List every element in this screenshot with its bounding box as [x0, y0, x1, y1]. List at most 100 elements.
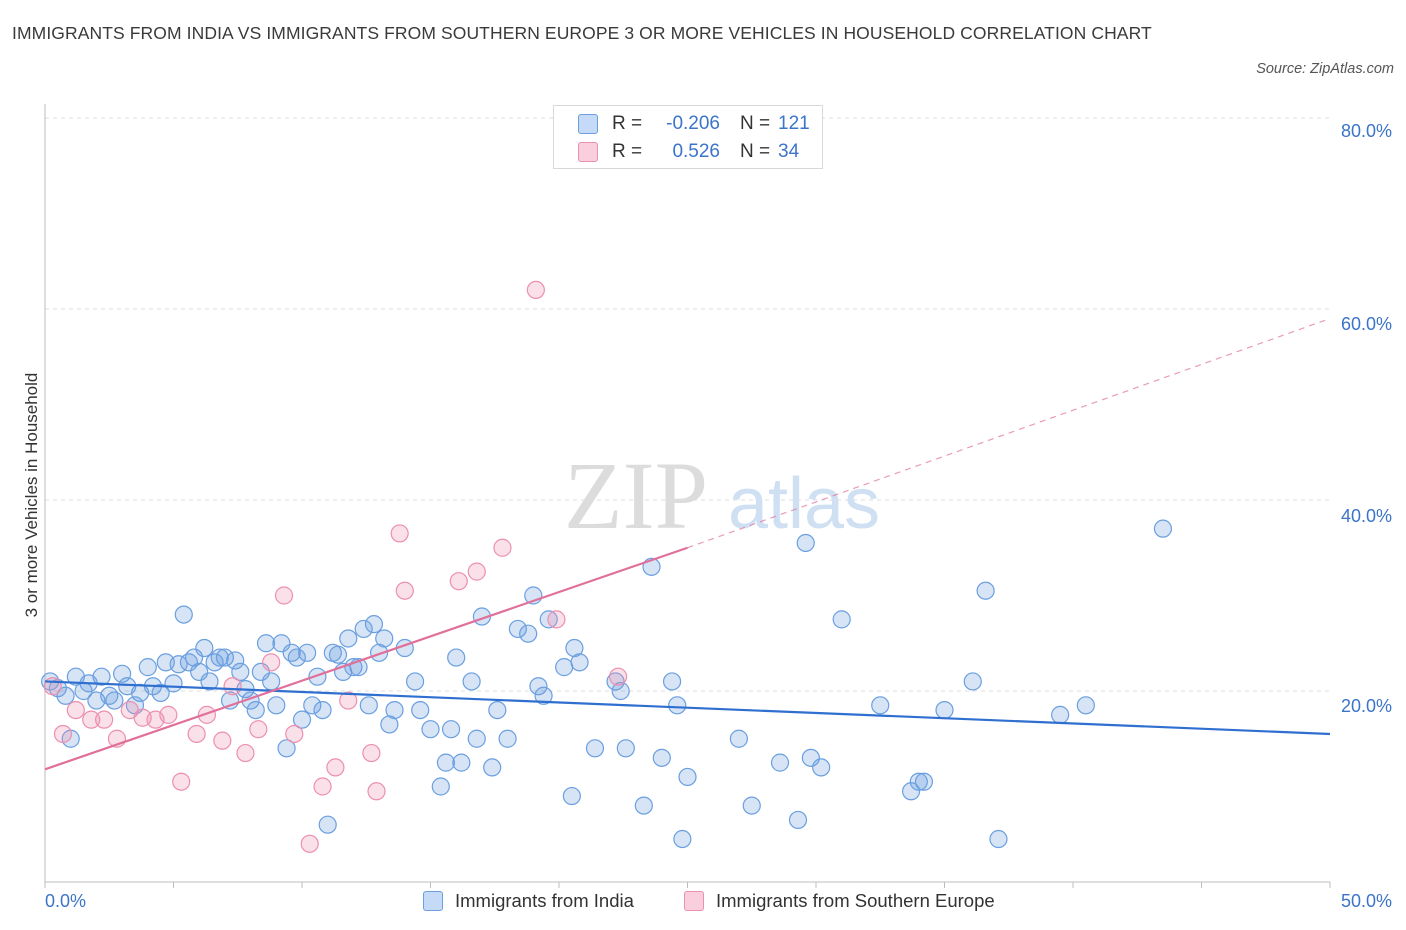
southern-europe-point — [53, 724, 73, 744]
southern-europe-point — [213, 731, 232, 750]
india-point — [788, 810, 808, 830]
india-point — [909, 772, 928, 791]
southern-europe-point — [449, 572, 468, 591]
india-point — [668, 696, 687, 715]
india-point — [611, 681, 630, 701]
india-point — [246, 700, 265, 720]
india-point — [462, 672, 481, 691]
india-point — [226, 651, 245, 670]
southern-europe-point — [66, 700, 85, 720]
india-point — [262, 672, 281, 691]
india-point — [174, 605, 193, 624]
india-point — [634, 796, 653, 815]
india-point — [200, 672, 219, 691]
n-value: 34 — [778, 141, 800, 162]
india-point — [328, 645, 348, 664]
y-tick-label: 80.0% — [1340, 121, 1392, 141]
india-point — [871, 696, 890, 715]
india-point — [539, 610, 558, 629]
india-point — [405, 672, 425, 691]
india-point — [210, 648, 229, 667]
india-point — [1153, 519, 1173, 538]
southern-europe-point — [197, 705, 217, 724]
southern-europe-point — [367, 782, 386, 801]
r-value: -0.206 — [666, 113, 720, 134]
india-point — [555, 658, 574, 677]
southern-europe-point — [609, 667, 628, 686]
correlation-legend: R = -0.206 N = 121 R = 0.526 N = 34 — [553, 105, 823, 169]
india-point — [529, 677, 548, 696]
india-point — [308, 667, 327, 686]
india-point — [298, 643, 317, 662]
india-point — [370, 643, 389, 662]
y-tick-label: 20.0% — [1340, 696, 1392, 716]
india-point — [195, 638, 214, 658]
india-point — [770, 753, 790, 772]
india-point — [138, 658, 157, 677]
india-point — [436, 753, 456, 772]
india-point — [483, 758, 502, 777]
india-point — [375, 629, 394, 648]
series-india-points — [41, 519, 1173, 849]
india-swatch — [423, 891, 443, 911]
legend-label: Immigrants from Southern Europe — [716, 890, 995, 911]
india-point — [901, 782, 921, 801]
southern-europe-point — [390, 524, 409, 543]
r-label: R = — [612, 141, 643, 162]
india-point — [231, 662, 250, 682]
southern-europe-point — [223, 677, 242, 696]
india-point — [935, 700, 954, 720]
y-tick-label: 40.0% — [1340, 506, 1392, 526]
r-label: R = — [612, 113, 643, 134]
india-point — [1051, 705, 1070, 724]
watermark-zip: ZIP — [564, 442, 708, 549]
southern-europe-swatch — [684, 891, 704, 911]
india-point — [441, 720, 461, 739]
series-legend: Immigrants from India Immigrants from So… — [0, 890, 1406, 916]
india-point — [411, 700, 430, 720]
india-point — [989, 829, 1008, 849]
india-point — [729, 729, 749, 748]
india-point — [976, 581, 995, 600]
india-point — [452, 753, 471, 772]
southern-europe-point — [285, 724, 304, 744]
india-point — [498, 729, 517, 748]
india-point — [585, 739, 605, 758]
y-axis-label: 3 or more Vehicles in Household — [22, 372, 41, 618]
india-point — [56, 686, 75, 705]
india-point — [215, 648, 234, 667]
x-tick-label: 50.0% — [1340, 891, 1392, 911]
india-point — [354, 619, 373, 639]
india-point — [359, 696, 378, 715]
southern-europe-trend-line — [44, 546, 688, 771]
india-point — [678, 767, 697, 787]
india-point — [519, 624, 538, 643]
india-point — [508, 619, 527, 639]
india-point — [565, 638, 584, 658]
india-point — [832, 610, 851, 629]
india-point — [151, 683, 170, 703]
watermark-atlas: atlas — [728, 464, 880, 544]
india-point — [662, 672, 682, 691]
india-point — [256, 634, 276, 653]
india-point — [287, 648, 306, 667]
n-label: N = — [740, 113, 771, 134]
india-point — [914, 772, 934, 791]
southern-europe-point — [313, 777, 332, 796]
india-point — [364, 615, 384, 634]
southern-europe-point — [493, 538, 512, 557]
southern-europe-point — [362, 743, 381, 763]
trend-lines — [44, 317, 1331, 771]
axes — [44, 104, 1331, 888]
india-point — [277, 739, 296, 758]
india-point — [313, 700, 332, 720]
india-point — [380, 715, 399, 734]
india-point — [431, 777, 450, 796]
southern-europe-point — [547, 610, 566, 629]
legend-item-india: Immigrants from India — [423, 890, 634, 912]
chart-title: IMMIGRANTS FROM INDIA VS IMMIGRANTS FROM… — [12, 23, 1152, 43]
source-label: Source: ZipAtlas.com — [1256, 61, 1394, 77]
india-point — [344, 658, 363, 677]
southern-europe-point — [526, 280, 545, 299]
india-point — [562, 786, 581, 806]
